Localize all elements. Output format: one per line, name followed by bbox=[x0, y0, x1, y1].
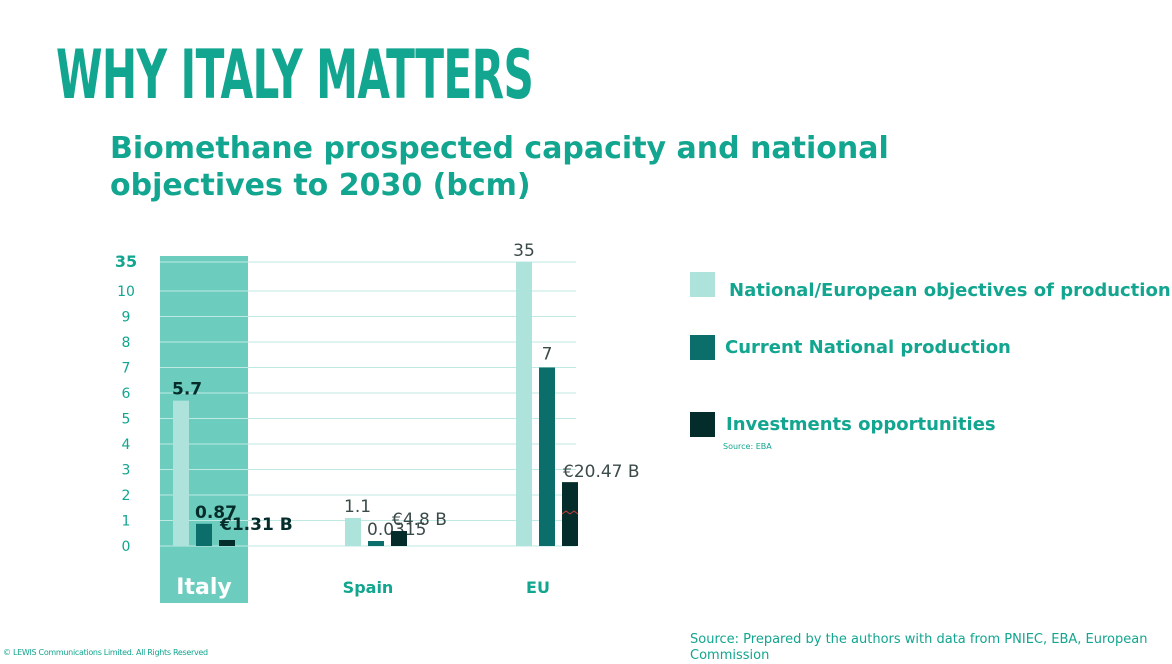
legend-label-current-production: Current National production bbox=[725, 337, 1011, 358]
legend-item-objectives: National/European objectives of producti… bbox=[690, 268, 1171, 301]
y-tick-label: 10 bbox=[117, 284, 135, 300]
category-label: Italy bbox=[176, 575, 231, 600]
y-tick-label: 1 bbox=[122, 514, 131, 530]
data-label: €20.47 B bbox=[563, 462, 640, 482]
bar bbox=[219, 540, 235, 546]
y-tick-label: 7 bbox=[122, 361, 131, 377]
y-tick-label: 6 bbox=[122, 386, 131, 402]
legend-swatch-objectives bbox=[690, 272, 715, 297]
data-label: 5.7 bbox=[172, 380, 202, 400]
data-label: 0.87 bbox=[195, 503, 237, 523]
legend-swatch-investments bbox=[690, 412, 715, 437]
y-tick-label: 9 bbox=[122, 310, 131, 326]
axis-break-mark bbox=[561, 510, 579, 515]
bar bbox=[391, 531, 407, 546]
legend-item-investments: Investments opportunities bbox=[690, 412, 996, 437]
data-label: 7 bbox=[542, 345, 553, 365]
chart-subtitle-line-1: Biomethane prospected capacity and natio… bbox=[110, 131, 889, 166]
bar bbox=[368, 541, 384, 546]
y-tick-label: 3 bbox=[122, 463, 131, 479]
y-tick-label: 5 bbox=[122, 412, 131, 428]
data-label: €1.31 B bbox=[219, 515, 293, 535]
y-tick-label: 4 bbox=[122, 437, 131, 453]
legend-swatch-current-production bbox=[690, 335, 715, 360]
legend-source-note: Source: EBA bbox=[723, 442, 772, 451]
y-tick-label: 0 bbox=[122, 539, 131, 555]
bar-chart: 0 1 2 3 4 5 6 7 8 9 10 35 5.7 1.1 35 0.87 0.0315 7 €1.31 B… bbox=[115, 241, 640, 603]
y-tick-label: 8 bbox=[122, 335, 131, 351]
bar bbox=[345, 517, 361, 546]
chart-subtitle-line-2: objectives to 2030 (bcm) bbox=[110, 168, 531, 203]
page-title: WHY ITALY MATTERS bbox=[56, 36, 534, 115]
bar bbox=[516, 262, 532, 546]
y-tick-label: 35 bbox=[115, 252, 137, 271]
legend-item-current-production: Current National production bbox=[690, 335, 1011, 360]
copyright-notice: © LEWIS Communications Limited. All Righ… bbox=[3, 648, 208, 657]
data-label: 1.1 bbox=[344, 497, 371, 517]
data-label: 0.0315 bbox=[367, 520, 426, 540]
source-note: Source: Prepared by the authors with dat… bbox=[690, 632, 1148, 663]
data-label: 35 bbox=[513, 241, 535, 261]
category-label: EU bbox=[526, 578, 550, 597]
legend-label-investments: Investments opportunities bbox=[726, 414, 996, 435]
bar bbox=[539, 367, 555, 546]
y-tick-label: 2 bbox=[122, 488, 131, 504]
data-label: €4.8 B bbox=[392, 510, 447, 530]
chart-subtitle: Biomethane prospected capacity and natio… bbox=[110, 130, 910, 204]
legend-label-objectives: National/European objectives of producti… bbox=[729, 280, 1171, 301]
bar bbox=[173, 400, 189, 546]
category-label: Spain bbox=[343, 578, 394, 597]
bar bbox=[196, 523, 212, 546]
